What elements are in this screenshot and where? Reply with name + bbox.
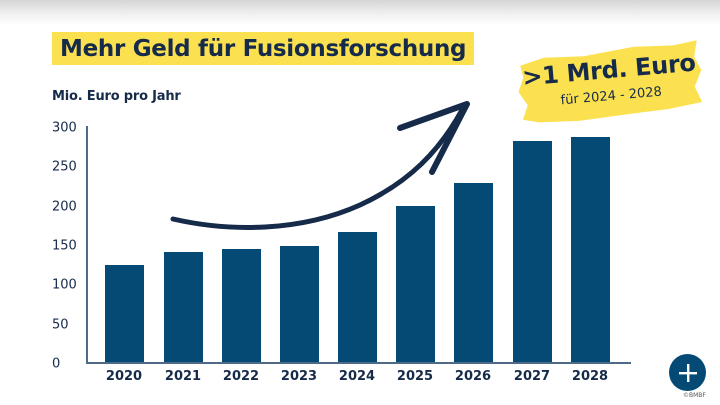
y-tick-100: 100 [52, 277, 77, 293]
bars [86, 126, 631, 362]
bar-2024 [337, 232, 377, 362]
x-label-2021: 2021 [164, 369, 202, 384]
x-label-2020: 2020 [105, 369, 143, 384]
plus-icon [678, 363, 697, 382]
y-axis-title: Mio. Euro pro Jahr [52, 89, 181, 104]
y-tick-250: 250 [52, 159, 77, 175]
x-label-2024: 2024 [338, 369, 376, 384]
x-label-2028: 2028 [571, 369, 609, 384]
bar-2023 [279, 246, 319, 362]
x-label-2022: 2022 [222, 369, 260, 384]
copyright-credit: ©BMBF [683, 392, 706, 399]
expand-button[interactable] [669, 354, 706, 391]
bar-2020 [104, 265, 144, 362]
y-tick-150: 150 [52, 238, 77, 254]
bar-2028 [570, 137, 610, 362]
plot-area [86, 126, 631, 364]
title-banner: Mehr Geld für Fusionsforschung [52, 32, 475, 65]
chart-title: Mehr Geld für Fusionsforschung [60, 35, 467, 62]
bar-2025 [395, 206, 435, 362]
brush-stroke-icon [518, 40, 703, 123]
bar-2022 [221, 248, 261, 362]
x-label-2025: 2025 [396, 369, 434, 384]
x-label-2023: 2023 [280, 369, 318, 384]
y-axis-line [86, 126, 88, 363]
y-tick-50: 50 [52, 317, 69, 333]
x-axis-line [86, 362, 631, 364]
x-label-2027: 2027 [513, 369, 551, 384]
top-shade [0, 0, 720, 26]
bar-2026 [453, 182, 493, 362]
y-tick-300: 300 [52, 120, 77, 136]
y-tick-0: 0 [52, 356, 61, 372]
bar-2021 [163, 251, 203, 362]
bar-2027 [512, 140, 552, 362]
x-label-2026: 2026 [454, 369, 492, 384]
y-tick-200: 200 [52, 199, 77, 215]
annotation-badge: >1 Mrd. Euro für 2024 - 2028 [513, 36, 707, 128]
